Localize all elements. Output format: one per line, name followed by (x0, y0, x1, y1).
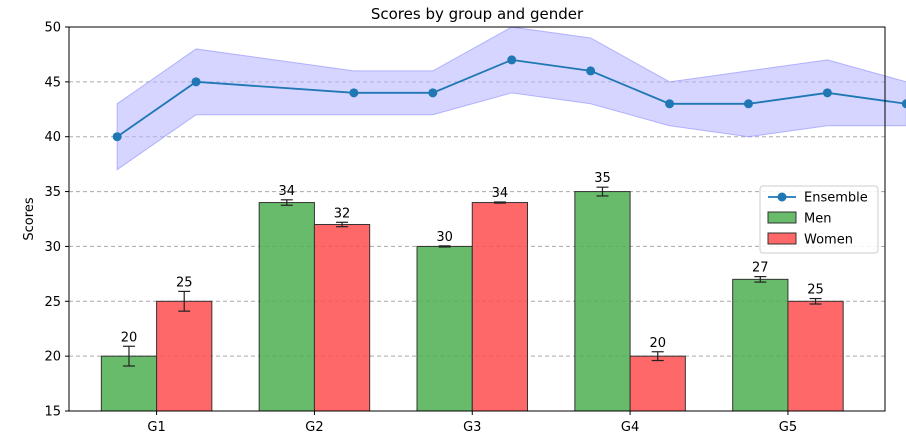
bar-men-g4 (574, 191, 631, 412)
bar-women-g1 (156, 300, 213, 412)
ensemble-point (191, 77, 201, 87)
bar-women-g4 (629, 355, 686, 412)
ensemble-point (743, 99, 753, 109)
ensemble-point (586, 66, 596, 76)
data-label: 34 (492, 186, 509, 201)
data-label: 35 (594, 171, 611, 186)
y-tick-label: 25 (44, 295, 61, 310)
data-label: 25 (807, 283, 824, 298)
ensemble-point (665, 99, 675, 109)
data-label-layer: 20 34 30 35 27 25 32 34 20 25 (121, 171, 824, 351)
legend-swatch-women (767, 232, 797, 245)
ensemble-point (349, 88, 359, 98)
y-tick-label: 40 (44, 130, 61, 145)
data-label: 30 (436, 230, 453, 245)
data-label: 32 (334, 206, 351, 221)
x-tick-label: G5 (779, 420, 797, 435)
y-axis-label: Scores (22, 197, 37, 240)
ensemble-point (112, 132, 122, 142)
x-tick-label: G2 (305, 420, 323, 435)
plot-frame (68, 26, 886, 412)
y-tick-label: 45 (44, 75, 61, 90)
x-tick-label: G3 (463, 420, 481, 435)
bar-women-g5 (787, 300, 844, 412)
bar-layer (100, 186, 844, 412)
ensemble-point (507, 55, 517, 65)
data-label: 34 (279, 184, 296, 199)
y-tick-label: 50 (44, 21, 61, 36)
ensemble-point (901, 99, 906, 109)
y-tick-label: 35 (44, 185, 61, 200)
legend-label-women: Women (804, 233, 853, 248)
y-tick-label: 20 (44, 350, 61, 365)
bar-men-g3 (416, 245, 473, 412)
chart-title: Scores by group and gender (371, 5, 584, 23)
data-label: 20 (121, 330, 138, 345)
bar-men-g2 (258, 202, 315, 412)
y-tick-label: 30 (44, 240, 61, 255)
data-label: 27 (752, 261, 769, 276)
x-tick-label: G1 (147, 420, 165, 435)
ensemble-point (428, 88, 438, 98)
ensemble-line (116, 58, 906, 138)
data-label: 20 (649, 336, 666, 351)
legend-marker-ensemble (777, 192, 787, 202)
bar-women-g2 (313, 223, 371, 412)
data-label: 25 (176, 275, 193, 290)
axis-layer: 15 20 25 30 35 40 45 50 G1 G2 G3 G4 G5 (44, 21, 886, 435)
ensemble-line-layer (112, 55, 906, 142)
bar-men-g5 (732, 278, 789, 412)
y-tick-label: 15 (44, 405, 61, 420)
bar-women-g3 (471, 202, 529, 412)
x-tick-label: G4 (621, 420, 639, 435)
legend: Ensemble Men Women (759, 185, 879, 254)
legend-label-men: Men (804, 212, 831, 227)
ensemble-point (822, 88, 832, 98)
legend-label-ensemble: Ensemble (804, 191, 868, 206)
legend-swatch-men (767, 211, 797, 224)
